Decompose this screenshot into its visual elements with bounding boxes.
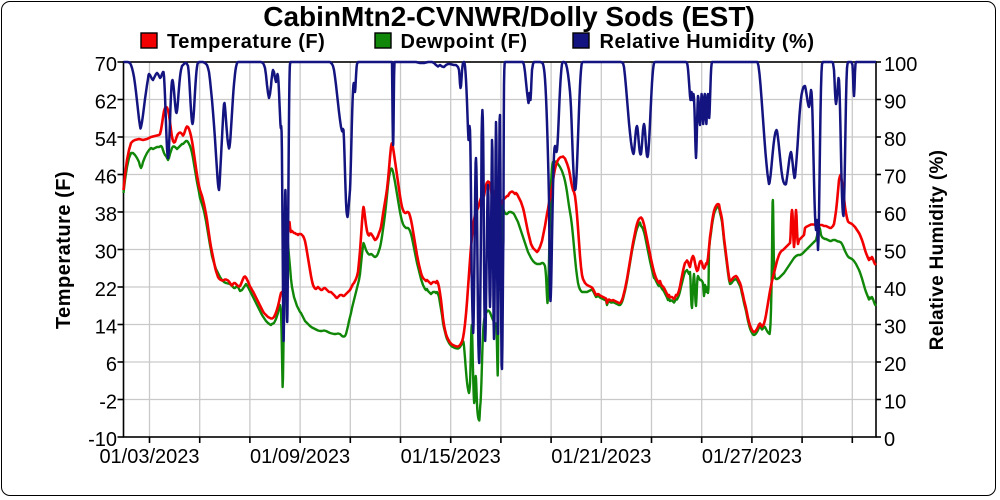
svg-text:54: 54 bbox=[95, 129, 117, 151]
svg-text:-2: -2 bbox=[99, 392, 117, 414]
svg-text:6: 6 bbox=[106, 354, 117, 376]
svg-text:01/03/2023: 01/03/2023 bbox=[99, 446, 199, 468]
svg-text:01/21/2023: 01/21/2023 bbox=[551, 446, 651, 468]
svg-text:CabinMtn2-CVNWR/Dolly Sods (ES: CabinMtn2-CVNWR/Dolly Sods (EST) bbox=[263, 1, 755, 32]
svg-text:90: 90 bbox=[884, 92, 906, 114]
svg-text:20: 20 bbox=[884, 354, 906, 376]
svg-text:22: 22 bbox=[95, 279, 117, 301]
svg-text:40: 40 bbox=[884, 279, 906, 301]
svg-text:60: 60 bbox=[884, 204, 906, 226]
svg-text:Dewpoint (F): Dewpoint (F) bbox=[401, 31, 528, 53]
svg-text:01/09/2023: 01/09/2023 bbox=[250, 446, 350, 468]
svg-text:Relative Humidity (%): Relative Humidity (%) bbox=[600, 31, 815, 53]
svg-text:70: 70 bbox=[884, 167, 906, 189]
svg-text:30: 30 bbox=[95, 242, 117, 264]
svg-text:80: 80 bbox=[884, 129, 906, 151]
svg-text:01/27/2023: 01/27/2023 bbox=[702, 446, 802, 468]
svg-text:-10: -10 bbox=[88, 429, 117, 451]
svg-text:01/15/2023: 01/15/2023 bbox=[401, 446, 501, 468]
svg-text:46: 46 bbox=[95, 167, 117, 189]
svg-text:0: 0 bbox=[884, 429, 895, 451]
svg-text:Relative Humidity (%): Relative Humidity (%) bbox=[927, 150, 948, 351]
svg-text:Temperature (F): Temperature (F) bbox=[53, 171, 75, 329]
svg-text:14: 14 bbox=[95, 317, 117, 339]
svg-text:10: 10 bbox=[884, 392, 906, 414]
svg-text:100: 100 bbox=[884, 54, 917, 76]
svg-text:70: 70 bbox=[95, 54, 117, 76]
svg-text:38: 38 bbox=[95, 204, 117, 226]
svg-text:62: 62 bbox=[95, 92, 117, 114]
svg-text:50: 50 bbox=[884, 242, 906, 264]
svg-text:30: 30 bbox=[884, 317, 906, 339]
svg-text:Temperature (F): Temperature (F) bbox=[167, 31, 325, 53]
